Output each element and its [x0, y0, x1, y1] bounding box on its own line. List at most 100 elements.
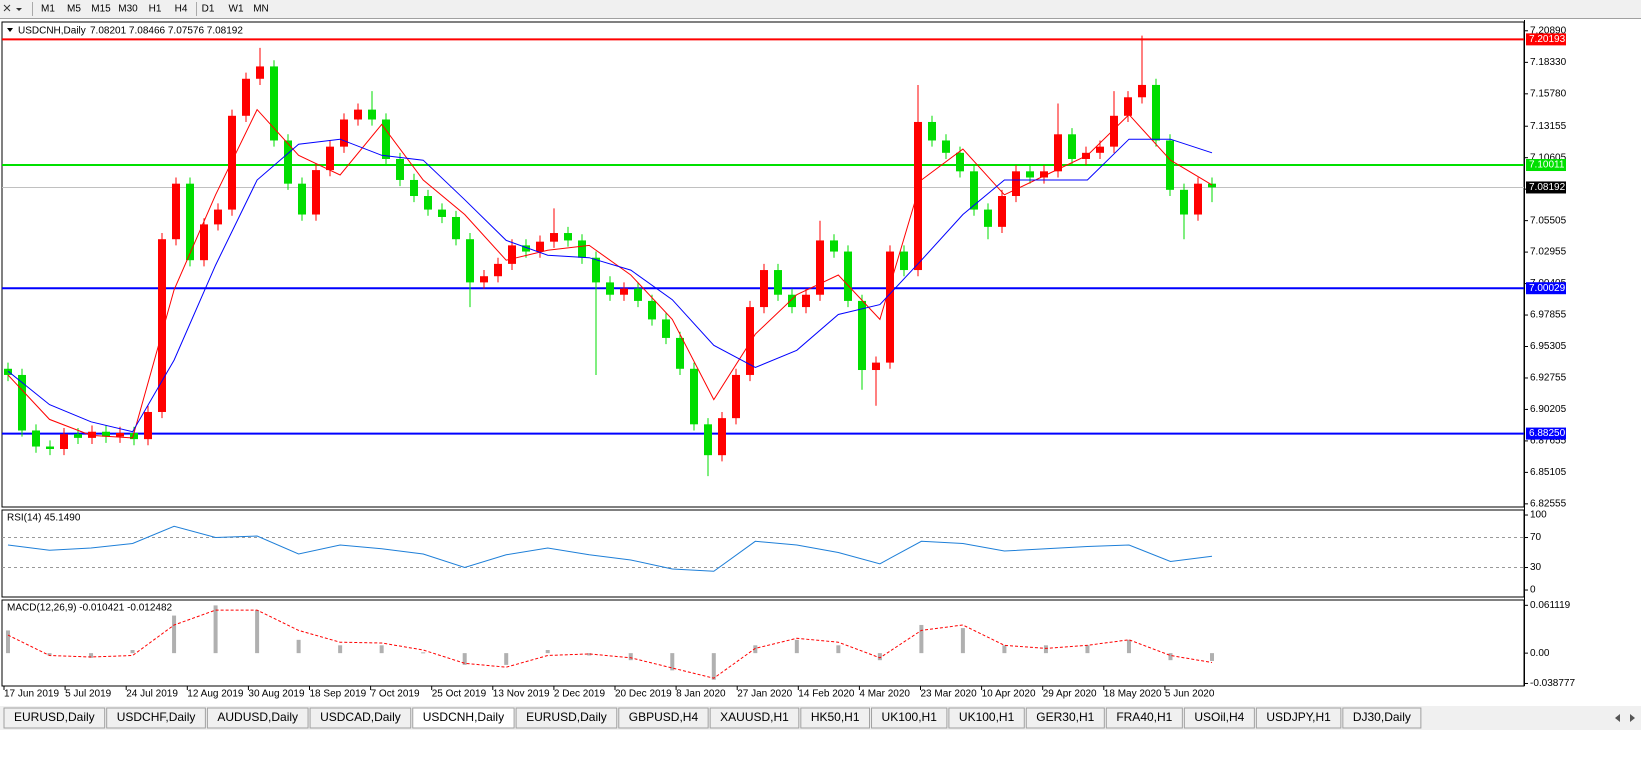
candle-body [508, 245, 516, 264]
macd-bar [753, 645, 758, 654]
tab-label[interactable]: DJ30,Daily [1353, 710, 1411, 724]
tab-label[interactable]: AUDUSD,Daily [217, 710, 298, 724]
tab[interactable] [1183, 707, 1255, 729]
x-tick-label: 5 Jun 2020 [1165, 689, 1215, 700]
candle-body [88, 431, 96, 438]
dropdown-icon[interactable] [16, 8, 22, 11]
tab-label[interactable]: USDCAD,Daily [320, 710, 401, 724]
level-label: 7.00029 [1529, 283, 1566, 294]
tab[interactable] [1342, 707, 1422, 729]
tab-label[interactable]: XAUUSD,H1 [720, 710, 789, 724]
tab-label[interactable]: USDCHF,Daily [117, 710, 196, 724]
candle-body [900, 251, 908, 271]
y-tick-label: 7.20890 [1530, 25, 1567, 36]
macd-bar [47, 653, 52, 656]
candle-body [970, 171, 978, 210]
tab[interactable] [1105, 707, 1183, 729]
x-tick-label: 29 Apr 2020 [1043, 689, 1097, 700]
y-tick-label: 6.82555 [1530, 498, 1567, 509]
tab[interactable] [1025, 707, 1105, 729]
macd-bar [379, 645, 384, 654]
tab-label[interactable]: EURUSD,Daily [526, 710, 607, 724]
tab[interactable] [709, 707, 800, 729]
tab[interactable] [618, 707, 709, 729]
timeframe-button[interactable]: W1 [229, 4, 244, 15]
x-tick-label: 5 Jul 2019 [65, 689, 112, 700]
candle-body [788, 294, 796, 308]
tab-label[interactable]: USDCNH,Daily [423, 710, 504, 724]
y-tick-label: -0.038777 [1530, 678, 1575, 689]
candle-body [438, 209, 446, 217]
crosshair-icon[interactable] [3, 4, 11, 12]
tab[interactable] [948, 707, 1025, 729]
macd-bar [462, 653, 467, 665]
toolbar [0, 0, 1641, 18]
macd-bar [338, 645, 343, 654]
tab[interactable] [106, 707, 206, 729]
tab-scroll[interactable] [1615, 714, 1635, 722]
candle-body [536, 241, 544, 252]
tab[interactable] [515, 707, 618, 729]
timeframe-button[interactable]: H4 [175, 4, 188, 15]
candle-body [410, 179, 418, 197]
timeframe-button[interactable]: M15 [91, 4, 111, 15]
level-label: 7.10011 [1529, 160, 1565, 171]
tab-label[interactable]: USDJPY,H1 [1266, 710, 1331, 724]
tab[interactable] [3, 707, 106, 729]
macd-bar [919, 624, 924, 654]
tab[interactable] [412, 707, 515, 729]
candle-body [550, 233, 558, 242]
tab-label[interactable]: GBPUSD,H4 [629, 710, 699, 724]
tab-label[interactable]: GER30,H1 [1036, 710, 1094, 724]
y-tick-label: 0.00 [1530, 648, 1550, 659]
tab[interactable] [309, 707, 412, 729]
macd-bar [670, 653, 675, 671]
macd-bar [504, 653, 509, 665]
y-tick-label: 6.90205 [1530, 404, 1567, 415]
macd-bar [877, 653, 882, 661]
timeframe-button[interactable]: MN [253, 4, 269, 15]
x-tick-label: 8 Jan 2020 [676, 689, 726, 700]
tab-label[interactable]: UK100,H1 [959, 710, 1015, 724]
tab-label[interactable]: EURUSD,Daily [14, 710, 95, 724]
macd-bar [711, 653, 716, 680]
y-tick-label: 7.13155 [1530, 121, 1567, 132]
candle-body [606, 282, 614, 295]
candle-body [1138, 84, 1146, 98]
moving-average [7, 138, 1213, 433]
tab[interactable] [871, 707, 948, 729]
candle-body [32, 430, 40, 447]
y-tick-label: 6.97855 [1530, 310, 1567, 321]
timeframe-button[interactable]: D1 [202, 4, 215, 15]
candle-body [634, 288, 642, 301]
x-tick-label: 13 Nov 2019 [493, 689, 550, 700]
macd-bar [1085, 645, 1090, 654]
macd-bar [587, 653, 592, 656]
tab-label[interactable]: USOil,H4 [1194, 710, 1244, 724]
level-label: 7.08192 [1529, 182, 1566, 193]
timeframe-button[interactable]: H1 [149, 4, 162, 15]
x-tick-label: 18 May 2020 [1104, 689, 1162, 700]
y-tick-label: 0 [1530, 585, 1536, 596]
candle-body [466, 239, 474, 283]
candle-body [480, 276, 488, 283]
candle-body [928, 121, 936, 141]
candle-body [158, 239, 166, 412]
timeframe-button[interactable]: M1 [41, 4, 55, 15]
tab-label[interactable]: UK100,H1 [882, 710, 938, 724]
tab[interactable] [1255, 707, 1342, 729]
tab-label[interactable]: HK50,H1 [811, 710, 860, 724]
candle-body [200, 224, 208, 261]
timeframe-button[interactable]: M5 [67, 4, 81, 15]
candle-body [830, 240, 838, 252]
tab-label[interactable]: FRA40,H1 [1116, 710, 1172, 724]
candle-body [732, 374, 740, 419]
tab[interactable] [206, 707, 309, 729]
y-tick-label: 7.02955 [1530, 247, 1567, 258]
candle-body [886, 251, 894, 363]
candle-body [424, 196, 432, 210]
candle-body [1012, 171, 1020, 197]
timeframe-button[interactable]: M30 [118, 4, 138, 15]
tab[interactable] [800, 707, 871, 729]
panel-frame [1, 509, 1525, 598]
